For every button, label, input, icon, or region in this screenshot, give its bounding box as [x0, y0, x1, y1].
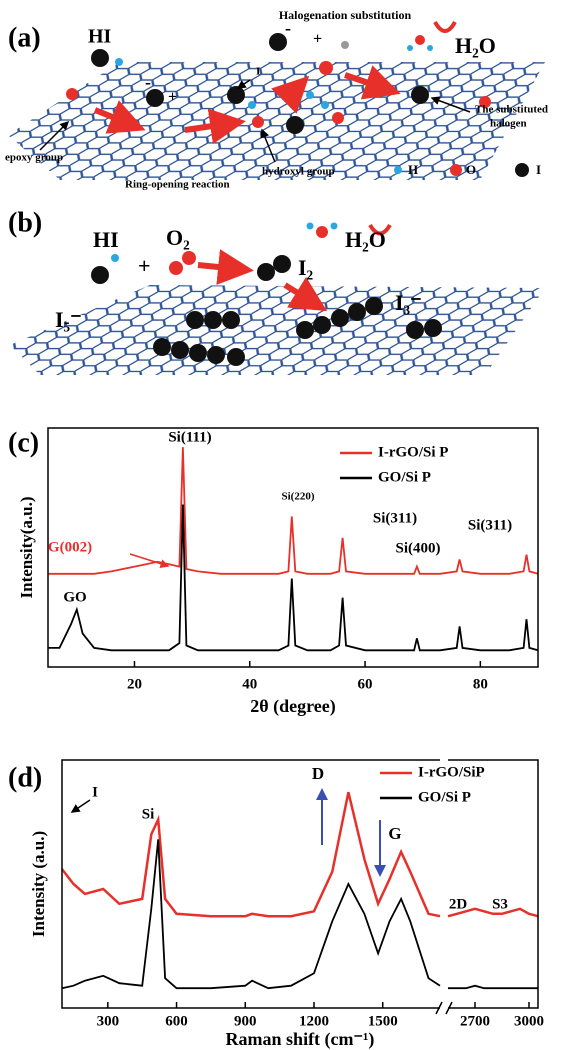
pointer-arrows — [39, 79, 471, 163]
annotation: epoxy group — [5, 152, 63, 164]
panel-label: (a) — [8, 22, 41, 53]
molecule-label: H₂O — [455, 33, 496, 58]
legend-label: I-rGO/Si P — [378, 444, 448, 460]
legend-label: O — [466, 162, 476, 177]
x-tick-label: 40 — [242, 676, 257, 692]
peak-label: G — [388, 824, 401, 843]
charge: - — [145, 72, 151, 92]
molecule-label: I₂ — [298, 255, 314, 280]
charge: + — [313, 31, 322, 48]
molecule-label: O₂ — [166, 225, 190, 250]
peak-label: Si(220) — [282, 491, 315, 503]
release-arrow — [368, 223, 392, 236]
axis-break — [435, 1001, 453, 1015]
series-line — [48, 504, 539, 652]
axis-frame — [61, 759, 539, 1009]
x-axis-label: Raman shift (cm⁻¹) — [226, 1029, 375, 1050]
series-line — [61, 791, 539, 918]
peak-label: Si(111) — [168, 429, 211, 445]
legend-label: I — [536, 162, 541, 177]
legend-label: I-rGO/SiP — [418, 764, 485, 780]
molecule-label: HI — [88, 26, 112, 48]
peak-label: S3 — [492, 896, 508, 912]
peak-label: G(002) — [48, 539, 92, 555]
charge: + — [168, 89, 177, 106]
molecule-label: HI — [93, 227, 119, 252]
x-tick-label: 900 — [234, 1013, 257, 1029]
x-tick-label: 80 — [473, 676, 488, 692]
annotation: Halogenation substitution — [279, 8, 412, 22]
legend-label: GO/Si P — [418, 789, 471, 805]
annotation: halogen — [490, 118, 527, 130]
peak-label: GO — [63, 589, 86, 605]
ion-label: I₅⁻ — [55, 307, 82, 332]
release-arrow — [433, 20, 457, 33]
panel-b: (b) HI + O₂ I₂ H₂O I₅⁻ I₃⁻ — [8, 207, 545, 375]
axis-frame — [47, 427, 539, 668]
annotation: hydroxyl group — [262, 166, 335, 178]
x-tick-label: 1200 — [299, 1013, 329, 1029]
charge: - — [285, 18, 291, 38]
x-tick-label: 60 — [358, 676, 373, 692]
y-axis-label: Intensity(a.u.) — [17, 496, 36, 598]
red-arrows — [197, 249, 328, 312]
graphene-sheet — [10, 285, 545, 375]
legend-label: GO/Si P — [378, 469, 431, 485]
legend-label: H — [408, 162, 418, 177]
peak-label: Si(400) — [396, 540, 441, 556]
peak-label: D — [312, 764, 324, 783]
atoms — [91, 222, 442, 366]
pointer-arrow — [70, 799, 91, 813]
x-axis-label: 2θ (degree) — [250, 696, 336, 717]
panel-label: (d) — [8, 762, 42, 793]
peak-label: I — [92, 784, 98, 800]
x-tick-label: 20 — [127, 676, 142, 692]
atom-label: I — [256, 66, 260, 78]
pointer-arrow — [129, 553, 170, 569]
series-line — [61, 839, 538, 990]
annotation: The substituted — [475, 104, 548, 116]
series-line — [48, 447, 539, 575]
x-tick-label: 2700 — [460, 1013, 490, 1029]
annotation: Ring-opening reaction — [125, 179, 230, 191]
atoms — [66, 33, 529, 177]
x-tick-label: 3000 — [514, 1013, 544, 1029]
operator: + — [138, 253, 151, 278]
peak-label: Si(311) — [373, 510, 417, 526]
x-tick-label: 300 — [97, 1013, 120, 1029]
x-tick-label: 600 — [165, 1013, 188, 1029]
peak-label: 2D — [449, 896, 468, 912]
peak-label: Si(311) — [468, 517, 512, 533]
molecule-label: H₂O — [345, 227, 386, 252]
panel-label: (b) — [8, 207, 42, 238]
graphene-sheet — [8, 62, 545, 180]
red-arrows — [93, 65, 401, 145]
panel-a: (a) HI Halogenation substitution - + H₂O… — [5, 8, 548, 191]
x-tick-label: 1500 — [368, 1013, 398, 1029]
y-axis-label: Intensity (a.u.) — [29, 831, 48, 937]
panel-label: (c) — [8, 427, 39, 458]
ion-label: I₃⁻ — [395, 290, 422, 315]
peak-label: Si — [142, 806, 155, 822]
